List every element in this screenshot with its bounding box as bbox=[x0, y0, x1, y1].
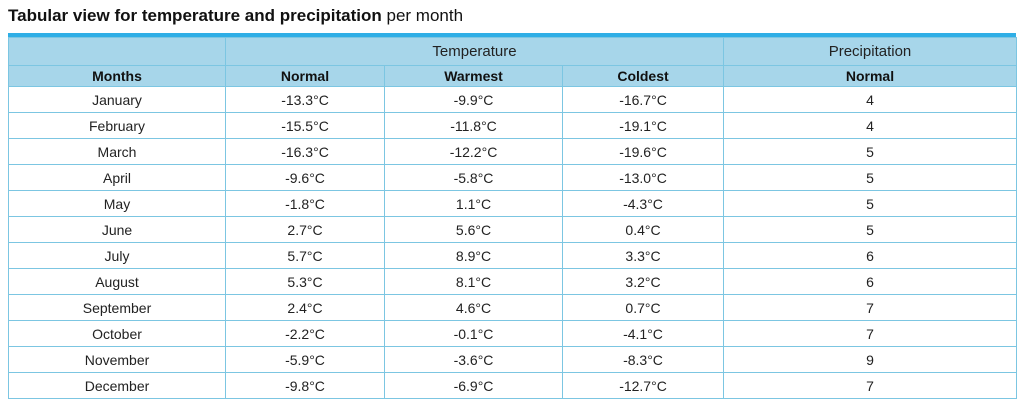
table-row: July 5.7°C 8.9°C 3.3°C 6 bbox=[8, 242, 1017, 269]
cell-coldest: -19.6°C bbox=[562, 138, 724, 165]
cell-coldest: 3.3°C bbox=[562, 242, 724, 269]
cell-coldest: -19.1°C bbox=[562, 112, 724, 139]
cell-month: December bbox=[8, 372, 226, 399]
cell-normal: 2.7°C bbox=[225, 216, 385, 243]
cell-precip: 5 bbox=[723, 164, 1017, 191]
page-title-suffix: per month bbox=[381, 6, 464, 25]
cell-month: April bbox=[8, 164, 226, 191]
cell-month: September bbox=[8, 294, 226, 321]
cell-precip: 4 bbox=[723, 86, 1017, 113]
cell-precip: 9 bbox=[723, 346, 1017, 373]
cell-precip: 7 bbox=[723, 294, 1017, 321]
cell-warmest: 1.1°C bbox=[384, 190, 563, 217]
table-row: September 2.4°C 4.6°C 0.7°C 7 bbox=[8, 294, 1017, 321]
group-header-precipitation: Precipitation bbox=[723, 37, 1017, 66]
table-row: June 2.7°C 5.6°C 0.4°C 5 bbox=[8, 216, 1017, 243]
cell-precip: 4 bbox=[723, 112, 1017, 139]
cell-precip: 5 bbox=[723, 138, 1017, 165]
cell-coldest: -12.7°C bbox=[562, 372, 724, 399]
cell-month: October bbox=[8, 320, 226, 347]
climate-table: Temperature Precipitation Months Normal … bbox=[8, 37, 1017, 399]
cell-coldest: -8.3°C bbox=[562, 346, 724, 373]
cell-month: July bbox=[8, 242, 226, 269]
table-row: December -9.8°C -6.9°C -12.7°C 7 bbox=[8, 372, 1017, 399]
cell-coldest: 0.4°C bbox=[562, 216, 724, 243]
table-top-rule bbox=[8, 33, 1016, 37]
cell-normal: 5.3°C bbox=[225, 268, 385, 295]
table-row: November -5.9°C -3.6°C -8.3°C 9 bbox=[8, 346, 1017, 373]
cell-warmest: 4.6°C bbox=[384, 294, 563, 321]
cell-coldest: -13.0°C bbox=[562, 164, 724, 191]
table-row: April -9.6°C -5.8°C -13.0°C 5 bbox=[8, 164, 1017, 191]
cell-normal: -16.3°C bbox=[225, 138, 385, 165]
cell-warmest: -11.8°C bbox=[384, 112, 563, 139]
cell-precip: 6 bbox=[723, 242, 1017, 269]
group-header-row: Temperature Precipitation bbox=[8, 37, 1017, 66]
cell-precip: 5 bbox=[723, 190, 1017, 217]
cell-normal: -9.6°C bbox=[225, 164, 385, 191]
cell-precip: 6 bbox=[723, 268, 1017, 295]
cell-warmest: -5.8°C bbox=[384, 164, 563, 191]
cell-month: February bbox=[8, 112, 226, 139]
table-row: March -16.3°C -12.2°C -19.6°C 5 bbox=[8, 138, 1017, 165]
table-row: February -15.5°C -11.8°C -19.1°C 4 bbox=[8, 112, 1017, 139]
cell-month: June bbox=[8, 216, 226, 243]
cell-coldest: -4.1°C bbox=[562, 320, 724, 347]
group-header-temperature: Temperature bbox=[225, 37, 724, 66]
cell-normal: -1.8°C bbox=[225, 190, 385, 217]
column-header-normal: Normal bbox=[225, 65, 385, 87]
cell-precip: 7 bbox=[723, 320, 1017, 347]
cell-normal: -15.5°C bbox=[225, 112, 385, 139]
column-header-warmest: Warmest bbox=[384, 65, 563, 87]
cell-precip: 5 bbox=[723, 216, 1017, 243]
cell-normal: -13.3°C bbox=[225, 86, 385, 113]
cell-month: May bbox=[8, 190, 226, 217]
cell-coldest: 3.2°C bbox=[562, 268, 724, 295]
cell-normal: -5.9°C bbox=[225, 346, 385, 373]
cell-warmest: 5.6°C bbox=[384, 216, 563, 243]
column-header-row: Months Normal Warmest Coldest Normal bbox=[8, 65, 1017, 87]
cell-normal: 5.7°C bbox=[225, 242, 385, 269]
cell-normal: -9.8°C bbox=[225, 372, 385, 399]
cell-coldest: 0.7°C bbox=[562, 294, 724, 321]
cell-warmest: -9.9°C bbox=[384, 86, 563, 113]
page-title: Tabular view for temperature and precipi… bbox=[8, 4, 463, 28]
cell-warmest: 8.1°C bbox=[384, 268, 563, 295]
column-header-precip-normal: Normal bbox=[723, 65, 1017, 87]
table-row: August 5.3°C 8.1°C 3.2°C 6 bbox=[8, 268, 1017, 295]
column-header-coldest: Coldest bbox=[562, 65, 724, 87]
cell-coldest: -4.3°C bbox=[562, 190, 724, 217]
cell-normal: -2.2°C bbox=[225, 320, 385, 347]
table-row: May -1.8°C 1.1°C -4.3°C 5 bbox=[8, 190, 1017, 217]
cell-coldest: -16.7°C bbox=[562, 86, 724, 113]
cell-month: January bbox=[8, 86, 226, 113]
page-title-bold: Tabular view for temperature and precipi… bbox=[8, 6, 382, 25]
column-header-months: Months bbox=[8, 65, 226, 87]
cell-warmest: -12.2°C bbox=[384, 138, 563, 165]
cell-precip: 7 bbox=[723, 372, 1017, 399]
cell-warmest: -0.1°C bbox=[384, 320, 563, 347]
climate-table-container: Temperature Precipitation Months Normal … bbox=[8, 33, 1017, 399]
table-row: January -13.3°C -9.9°C -16.7°C 4 bbox=[8, 86, 1017, 113]
group-header-blank bbox=[8, 37, 226, 66]
cell-warmest: 8.9°C bbox=[384, 242, 563, 269]
cell-month: November bbox=[8, 346, 226, 373]
cell-month: March bbox=[8, 138, 226, 165]
cell-warmest: -3.6°C bbox=[384, 346, 563, 373]
cell-warmest: -6.9°C bbox=[384, 372, 563, 399]
cell-month: August bbox=[8, 268, 226, 295]
cell-normal: 2.4°C bbox=[225, 294, 385, 321]
table-row: October -2.2°C -0.1°C -4.1°C 7 bbox=[8, 320, 1017, 347]
